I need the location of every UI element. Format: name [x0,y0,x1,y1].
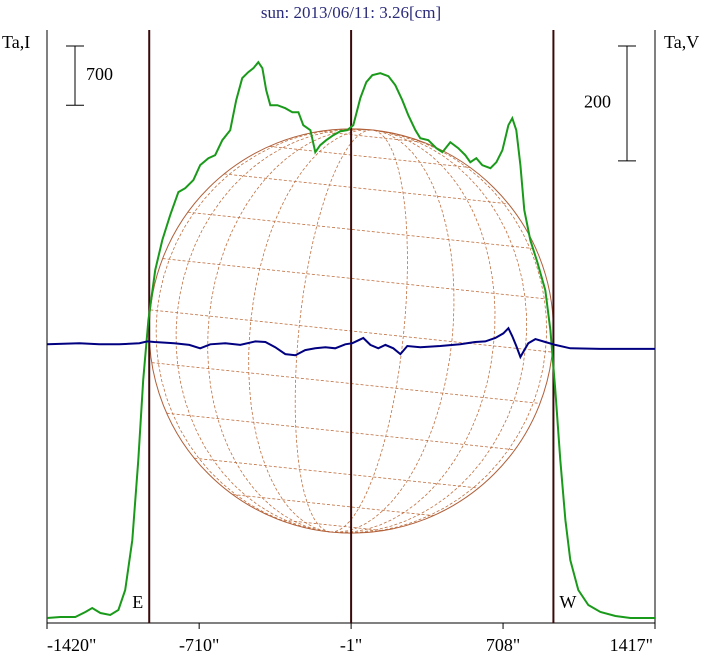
parallel [269,145,471,168]
parallel [194,457,479,489]
meridian [155,128,373,533]
x-tick-label: 708" [486,635,520,655]
parallel [151,362,541,404]
parallel [187,211,536,250]
y-axis-label: Ta,I [2,32,30,52]
x-tick-label: 1417" [610,635,653,655]
series-line [47,60,655,619]
meridian [207,129,373,533]
meridian [330,129,496,533]
parallel [166,412,515,451]
meridian [294,129,373,533]
limb-label: W [559,592,576,612]
parallel [278,519,383,532]
y2-axis-label: Ta,V [664,32,699,52]
chart-title: sun: 2013/06/11: 3.26[cm] [261,3,441,22]
parallel [224,173,509,205]
x-tick-label: -710" [179,635,219,655]
series-line [47,326,655,360]
limb-label: E [132,592,143,612]
solar-grid [150,128,553,534]
parallel [232,494,434,517]
x-tick-label: -1" [340,635,362,655]
parallel [162,258,551,300]
meridian [175,128,373,533]
scale-bar-y-label: 700 [86,64,113,84]
x-tick-label: -1420" [47,635,96,655]
scale-bar-y2-label: 200 [584,92,611,112]
